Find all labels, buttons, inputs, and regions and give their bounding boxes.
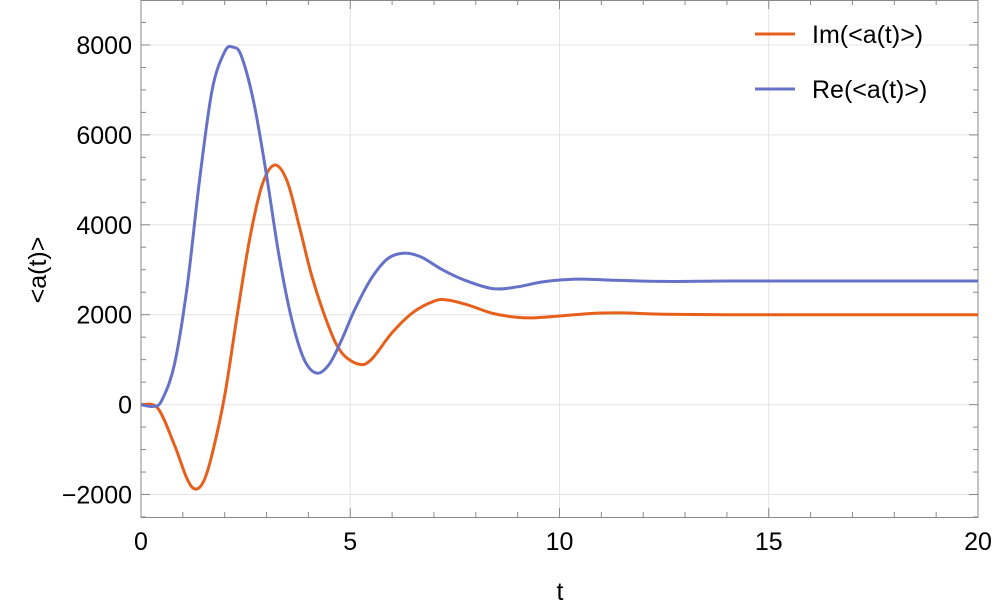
series-line-im (140, 163, 978, 491)
x-tick-labels: 0 5 10 15 20 (134, 528, 992, 556)
series-line-re (140, 44, 978, 409)
y-tick-label: 6000 (76, 122, 132, 150)
x-axis-label: t (557, 578, 564, 605)
y-tick-label: 8000 (76, 32, 132, 60)
x-tick-label: 15 (755, 528, 783, 556)
legend-item-im: Im(<a(t)>) (755, 21, 923, 49)
series-lines (140, 44, 978, 491)
y-axis-label: <a(t)> (24, 237, 52, 304)
x-tick-label: 20 (964, 528, 992, 556)
ticks (140, 0, 979, 518)
y-tick-label: 2000 (76, 302, 132, 330)
y-tick-labels: −2000 0 2000 4000 6000 8000 (62, 32, 132, 510)
legend: Im(<a(t)>) Re(<a(t)>) (755, 21, 927, 104)
legend-label-re: Re(<a(t)>) (812, 76, 927, 104)
legend-item-re: Re(<a(t)>) (755, 76, 927, 104)
legend-label-im: Im(<a(t)>) (812, 21, 923, 49)
x-tick-label: 10 (546, 528, 574, 556)
x-tick-label: 0 (134, 528, 148, 556)
y-tick-label: 0 (118, 392, 132, 420)
y-tick-label: 4000 (76, 212, 132, 240)
y-tick-label: −2000 (62, 482, 132, 510)
x-tick-label: 5 (343, 528, 357, 556)
